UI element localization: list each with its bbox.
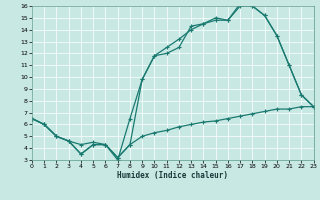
X-axis label: Humidex (Indice chaleur): Humidex (Indice chaleur) [117,171,228,180]
